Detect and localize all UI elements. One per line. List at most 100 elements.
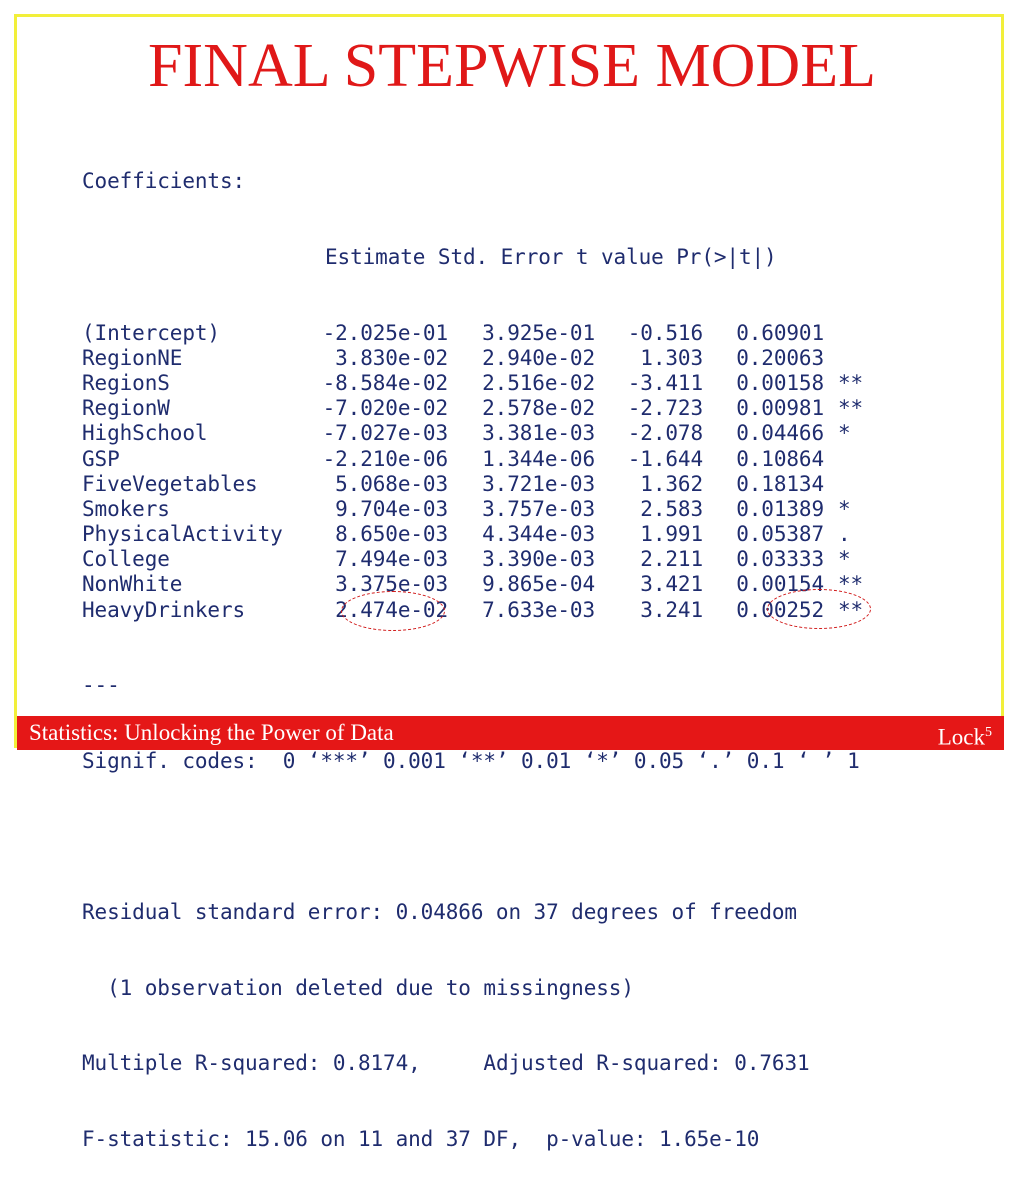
coef-std-error: 3.381e-03	[482, 421, 595, 446]
coef-estimate: -7.020e-02	[322, 396, 449, 421]
coef-std-error: 7.633e-03	[482, 597, 595, 622]
coef-signif: .	[838, 522, 851, 547]
coef-p-value: 0.20063	[736, 345, 824, 370]
coef-signif: *	[838, 421, 851, 446]
separator-line: ---	[82, 673, 120, 698]
coef-signif: *	[838, 496, 851, 521]
f-statistic-line: F-statistic: 15.06 on 11 and 37 DF, p-va…	[82, 1126, 760, 1151]
missingness-line: (1 observation deleted due to missingnes…	[82, 975, 634, 1000]
coef-p-value: 0.05387	[736, 522, 824, 547]
coef-estimate: 5.068e-03	[335, 471, 448, 496]
coef-p-value: 0.04466	[736, 421, 824, 446]
coef-p-value: 0.10864	[736, 446, 824, 471]
coefficients-header-row: Estimate Std. Error t value Pr(>|t|)	[82, 245, 878, 270]
coef-name: FiveVegetables	[82, 471, 258, 496]
footer-author-name: Lock	[937, 724, 985, 750]
footer-bar: Statistics: Unlocking the Power of Data …	[17, 716, 1004, 750]
multiple-r2-label: Multiple R-squared:	[82, 1051, 333, 1076]
coefficient-row: NonWhite 3.375e-03 9.865e-04 3.421 0.00154 **	[82, 572, 878, 597]
coef-estimate: -7.027e-03	[322, 421, 449, 446]
coef-estimate: 8.650e-03	[335, 522, 448, 547]
coef-std-error: 4.344e-03	[482, 522, 595, 547]
header-std-error: Std. Error	[437, 245, 564, 269]
coef-std-error: 3.721e-03	[482, 471, 595, 496]
header-t-value: t value	[575, 245, 664, 269]
coefficient-row: RegionW -7.020e-02 2.578e-02 -2.723 0.00981 *…	[82, 396, 878, 421]
coef-estimate: -8.584e-02	[322, 370, 449, 395]
coef-t-value: -2.723	[627, 396, 703, 421]
coef-std-error: 3.390e-03	[482, 547, 595, 572]
coef-t-value: 3.421	[640, 572, 703, 597]
coef-name: RegionW	[82, 396, 170, 421]
coef-name: RegionNE	[82, 345, 183, 370]
residual-se-line: Residual standard error: 0.04866 on 37 d…	[82, 900, 797, 925]
coef-std-error: 3.925e-01	[482, 320, 595, 345]
coef-t-value: 1.362	[640, 471, 703, 496]
coef-p-value: 0.03333	[736, 547, 824, 572]
header-estimate: Estimate	[325, 245, 426, 269]
coef-name: NonWhite	[82, 572, 183, 597]
coef-signif: *	[838, 547, 851, 572]
coefficients-table: (Intercept) -2.025e-01 3.925e-01 -0.516 0.60…	[82, 321, 878, 623]
footer-author-superscript: 5	[985, 725, 992, 740]
coef-name: GSP	[82, 446, 120, 471]
coef-std-error: 3.757e-03	[482, 496, 595, 521]
coef-estimate: 3.830e-02	[335, 345, 448, 370]
coefficient-row: GSP -2.210e-06 1.344e-06 -1.644 0.10864	[82, 447, 878, 472]
coefficients-heading: Coefficients:	[82, 169, 246, 194]
coef-p-value: 0.00981	[736, 396, 824, 421]
coef-name: (Intercept)	[82, 320, 220, 345]
adjusted-r2-label: Adjusted R-squared:	[483, 1051, 735, 1076]
coef-signif: **	[838, 396, 864, 421]
coefficient-row: PhysicalActivity 8.650e-03 4.344e-03 1.991 0…	[82, 522, 878, 547]
coefficient-row: HeavyDrinkers 2.474e-02 7.633e-03 3.241 0.00…	[82, 598, 878, 623]
coef-p-value: 0.18134	[736, 471, 824, 496]
slide-title: FINAL STEPWISE MODEL	[148, 32, 876, 100]
footer-author: Lock5	[938, 716, 992, 755]
coef-name: College	[82, 547, 170, 572]
coef-std-error: 2.578e-02	[482, 396, 595, 421]
header-p-value: Pr(>|t|)	[676, 245, 777, 269]
coef-estimate: 9.704e-03	[335, 496, 448, 521]
r-regression-output: Coefficients: Estimate Std. Error t valu…	[82, 119, 878, 1177]
coef-t-value: 2.211	[640, 547, 703, 572]
coef-t-value: 1.303	[640, 345, 703, 370]
coef-name: HeavyDrinkers	[82, 597, 246, 622]
coef-p-value: 0.01389	[736, 496, 824, 521]
coef-name: RegionS	[82, 370, 170, 395]
coef-name: PhysicalActivity	[82, 522, 283, 547]
blank-line	[82, 824, 878, 849]
coef-p-value: 0.00158	[736, 370, 824, 395]
coef-t-value: -1.644	[627, 446, 703, 471]
coef-t-value: 3.241	[640, 597, 703, 622]
adjusted-r2-highlight-oval	[767, 589, 871, 629]
coefficient-row: College 7.494e-03 3.390e-03 2.211 0.03333 *	[82, 547, 878, 572]
coef-estimate: -2.210e-06	[322, 446, 449, 471]
coefficient-row: HighSchool -7.027e-03 3.381e-03 -2.078 0.044…	[82, 421, 878, 446]
coefficient-row: RegionS -8.584e-02 2.516e-02 -3.411 0.00158 *…	[82, 371, 878, 396]
coef-estimate: 7.494e-03	[335, 547, 448, 572]
multiple-r2-value: 0.8174	[332, 1051, 409, 1076]
footer-course-title: Statistics: Unlocking the Power of Data	[29, 720, 394, 745]
coefficient-row: Smokers 9.704e-03 3.757e-03 2.583 0.01389 *	[82, 497, 878, 522]
r2-separator: ,	[408, 1051, 484, 1076]
multiple-r2-highlight-oval	[341, 591, 445, 631]
r-squared-line: Multiple R-squared: 0.8174, Adjusted R-s…	[82, 1051, 878, 1076]
coef-std-error: 1.344e-06	[482, 446, 595, 471]
adjusted-r2-value: 0.7631	[734, 1051, 810, 1076]
coefficient-row: (Intercept) -2.025e-01 3.925e-01 -0.516 0.60…	[82, 321, 878, 346]
coef-estimate: -2.025e-01	[322, 320, 449, 345]
coef-std-error: 2.516e-02	[482, 370, 595, 395]
coefficient-row: RegionNE 3.830e-02 2.940e-02 1.303 0.20063	[82, 346, 878, 371]
coef-t-value: -3.411	[627, 370, 703, 395]
coef-std-error: 9.865e-04	[482, 572, 595, 597]
coefficient-row: FiveVegetables 5.068e-03 3.721e-03 1.362 0.1…	[82, 472, 878, 497]
coef-signif: **	[838, 370, 864, 395]
coef-std-error: 2.940e-02	[482, 345, 595, 370]
coef-name: HighSchool	[82, 421, 208, 446]
coef-p-value: 0.60901	[736, 320, 824, 345]
coef-t-value: -2.078	[627, 421, 703, 446]
coef-t-value: 1.991	[640, 522, 703, 547]
coef-t-value: 2.583	[640, 496, 703, 521]
coef-name: Smokers	[82, 496, 170, 521]
